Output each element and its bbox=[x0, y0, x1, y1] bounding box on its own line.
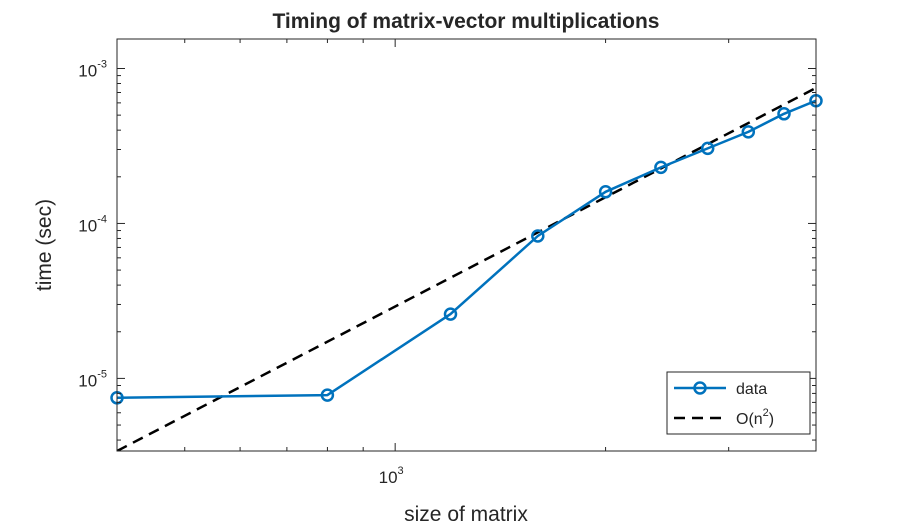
series-layer bbox=[117, 86, 816, 451]
y-tick-label: 10-5 bbox=[78, 368, 107, 390]
data-point-marker bbox=[777, 107, 791, 121]
series-line-data bbox=[117, 99, 816, 400]
data-point-marker bbox=[443, 307, 458, 321]
legend-on2-label: O(n2) bbox=[736, 407, 774, 428]
data-point-marker bbox=[531, 229, 545, 243]
y-tick-label-base: 10 bbox=[78, 61, 97, 80]
legend-on2-label-end: ) bbox=[769, 411, 774, 428]
legend-data-marker bbox=[693, 381, 707, 395]
data-point-marker bbox=[700, 141, 715, 156]
legend-on2-label-sup: 2 bbox=[763, 407, 769, 419]
y-tick-label-exponent: -5 bbox=[97, 368, 107, 380]
y-axis-label: time (sec) bbox=[33, 199, 56, 291]
y-tick-label-base: 10 bbox=[78, 216, 97, 235]
data-point-marker bbox=[654, 160, 668, 175]
x-axis-label: size of matrix bbox=[404, 503, 528, 525]
chart-title: Timing of matrix-vector multiplications bbox=[272, 10, 659, 33]
series-line-on2 bbox=[117, 86, 816, 451]
y-tick-label-exponent: -4 bbox=[97, 213, 107, 225]
y-tick-label-exponent: -3 bbox=[97, 58, 107, 70]
legend-box bbox=[666, 371, 811, 435]
legend: data O(n2) bbox=[666, 371, 811, 435]
x-tick-label: 103 bbox=[379, 465, 404, 487]
plot-area-box bbox=[116, 38, 817, 452]
data-point-marker bbox=[320, 388, 335, 402]
y-tick-label-base: 10 bbox=[78, 371, 97, 390]
legend-on2-label-base: O(n bbox=[736, 411, 763, 428]
x-tick-label-exponent: 3 bbox=[398, 465, 404, 477]
y-tick-label: 10-3 bbox=[78, 58, 107, 80]
data-point-marker bbox=[741, 125, 756, 139]
y-tick-label: 10-4 bbox=[78, 213, 107, 235]
data-point-marker bbox=[598, 185, 613, 199]
legend-data-label: data bbox=[736, 381, 767, 398]
x-tick-label-base: 10 bbox=[379, 468, 398, 487]
